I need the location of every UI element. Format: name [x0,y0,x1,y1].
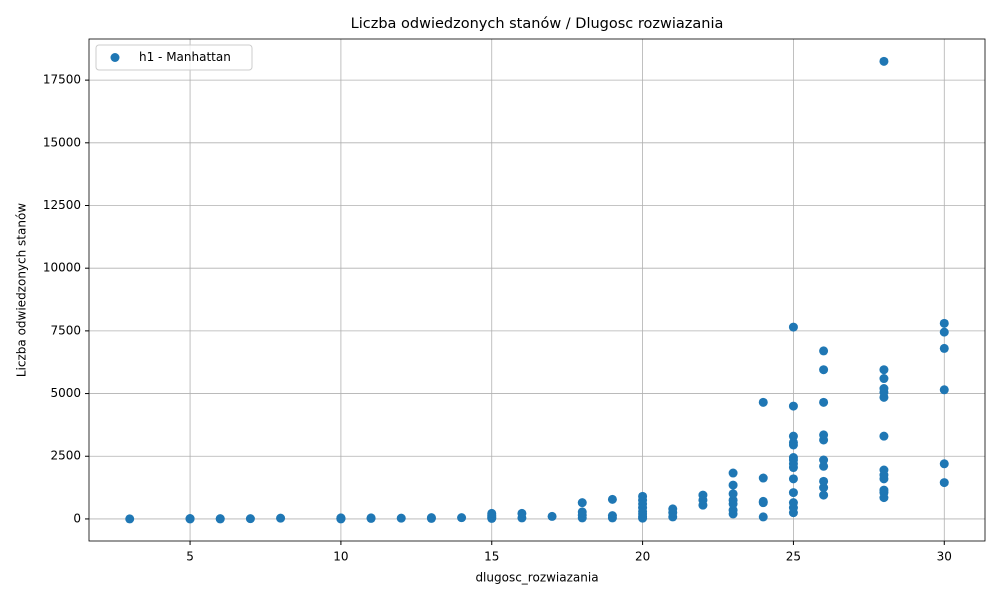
point [607,494,617,504]
point [276,513,286,523]
point [215,514,225,524]
y-tick-label: 0 [73,511,81,525]
point [758,496,768,506]
y-tick-label: 17500 [43,73,81,87]
point [879,465,889,475]
y-axis-label: Liczba odwiedzonych stanów [15,203,29,377]
x-tick-label: 15 [484,550,499,564]
point [517,508,527,518]
point [457,513,467,523]
y-tick-label: 10000 [43,261,81,275]
point [879,431,889,441]
legend-marker [110,53,120,62]
point [879,56,889,66]
point [728,505,738,515]
point [396,513,406,523]
point [426,513,436,523]
point [879,374,889,384]
y-tick-label: 12500 [43,198,81,212]
point [819,346,829,356]
y-tick-label: 2500 [50,449,81,463]
point [758,473,768,483]
y-tick-label: 5000 [50,386,81,400]
chart-title: Liczba odwiedzonych stanów / Dlugosc roz… [351,16,724,32]
point [939,385,949,395]
point [939,343,949,353]
point [728,480,738,490]
legend-box [95,44,253,71]
point [788,498,798,508]
point [819,397,829,407]
point [819,461,829,471]
point [879,384,889,394]
point [939,327,949,337]
point [879,365,889,375]
point [758,512,768,522]
point [185,514,195,524]
point [819,365,829,375]
point [728,489,738,499]
point [939,318,949,328]
point [788,488,798,498]
point [819,455,829,465]
x-tick-label: 25 [786,550,801,564]
legend-label: h1 - Manhattan [139,50,231,64]
point [819,490,829,500]
point [698,490,708,500]
point [939,459,949,469]
point [245,514,255,524]
point [668,504,678,514]
point [758,397,768,407]
x-tick-label: 20 [635,550,650,564]
point [788,453,798,463]
point [788,401,798,411]
point [788,437,798,447]
point [819,483,829,493]
point [788,474,798,484]
point [728,495,738,505]
point [879,485,889,495]
y-tick-label: 7500 [50,323,81,337]
point [125,514,135,524]
plot-frame [88,38,986,542]
point [638,491,648,501]
point [819,476,829,486]
point [607,511,617,521]
x-tick-label: 5 [186,550,194,564]
point [366,513,376,523]
x-axis-label: dlugosc_rozwiazania [475,571,598,585]
point [547,511,557,521]
x-tick-label: 30 [937,550,952,564]
point [487,508,497,518]
point [728,468,738,478]
point [788,431,798,441]
point [577,498,587,508]
point [577,507,587,517]
point [336,513,346,523]
point [788,322,798,332]
y-tick-label: 15000 [43,135,81,149]
point [939,478,949,488]
point [819,430,829,440]
x-tick-label: 10 [333,550,348,564]
